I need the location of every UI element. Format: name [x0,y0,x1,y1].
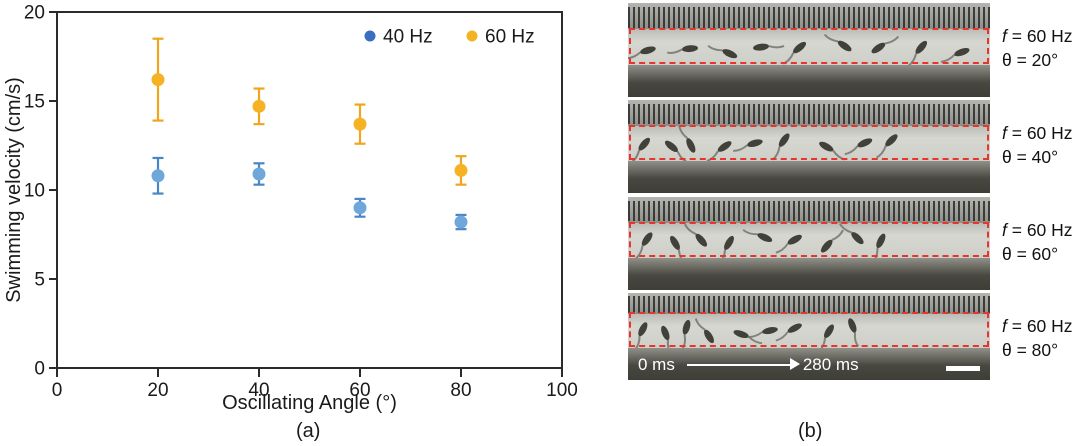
plot-frame [56,11,563,369]
x-tick-label: 60 [349,380,370,401]
legend-marker [466,30,478,42]
scale-bar [946,366,980,371]
angle-label: θ = 40° [1002,147,1059,167]
swim-channel [628,29,990,66]
tracking-region-box [629,28,989,65]
angle-label: θ = 80° [1002,340,1059,360]
ruler-scale [628,293,990,314]
y-tick-label: 15 [24,92,45,113]
snapshot-strip: 0 ms 280 ms [628,293,990,380]
panel-b-label: (b) [798,420,823,442]
robot-icon [844,138,873,156]
robot-icon [753,43,785,51]
robot-icon [876,134,898,159]
data-point [252,167,266,181]
y-tick-label: 20 [24,3,45,24]
frequency-label: f = 60 Hz [1002,220,1073,240]
legend-label: 60 Hz [485,27,535,48]
ruler-scale [628,100,990,127]
data-point [151,169,165,183]
x-tick-label: 100 [546,380,578,401]
data-point [454,163,468,177]
condition-label: f = 60 Hz θ = 60° [1002,218,1080,266]
robot-icon [820,229,844,253]
channel-wall [628,65,990,97]
ruler-scale [628,3,990,30]
data-point [252,99,266,113]
robot-icon [838,223,864,245]
angle-label: θ = 20° [1002,50,1059,70]
robot-icon [742,229,773,243]
x-tick-label: 20 [147,380,168,401]
tracking-region-box [629,125,989,161]
time-annotation: 0 ms 280 ms [638,355,859,375]
channel-wall [628,161,990,193]
data-point [353,201,367,215]
snapshot-strip [628,100,990,193]
legend-marker [364,30,376,42]
robot-icon [775,234,802,254]
robot-icon [707,45,738,59]
velocity-chart: 0 20 40 60 80 100 0 5 10 15 20 Oscillating Angle (°… [3,3,578,414]
x-tick-label: 0 [52,380,63,401]
robot-icon [681,319,691,348]
frequency-label: f = 60 Hz [1002,26,1073,46]
condition-label: f = 60 Hz θ = 40° [1002,121,1080,169]
time-end-label: 280 ms [802,355,859,374]
x-axis-title: Oscillating Angle (°) [222,392,397,414]
y-tick-label: 10 [24,181,45,202]
legend-label: 40 Hz [383,27,433,48]
condition-label: f = 60 Hz θ = 80° [1002,314,1080,362]
swim-channel [628,223,990,259]
snapshot-strip [628,197,990,290]
tracking-region-box [629,312,989,347]
robot-icon [694,318,714,343]
condition-label: f = 60 Hz θ = 20° [1002,24,1080,72]
robot-icon [667,45,698,55]
robot-icon [628,46,656,60]
robot-icon [718,235,734,259]
data-point [151,73,165,87]
data-point [454,215,468,229]
robot-icon [871,36,900,54]
snapshot-strip [628,3,990,97]
data-point [353,117,367,131]
robot-icon [630,137,651,162]
robot-icon [907,41,928,66]
channel-wall [628,258,990,290]
robot-icon [733,139,763,152]
frequency-label: f = 60 Hz [1002,316,1073,336]
y-axis-title: Swimming velocity (cm/s) [3,77,25,303]
robot-icon [747,326,778,338]
time-start-label: 0 ms [638,355,675,374]
robot-icon [775,323,802,342]
robot-icon [634,322,648,348]
robot-icon [823,34,852,52]
y-tick-label: 5 [34,270,45,291]
robot-icon [634,232,653,259]
robot-icon [670,235,686,259]
panel-a-label: (a) [296,420,321,442]
ruler-scale [628,197,990,224]
x-tick-label: 40 [248,380,269,401]
robot-icon [706,141,732,162]
tracking-region-box [629,222,989,258]
angle-label: θ = 60° [1002,244,1059,264]
time-arrow-icon [686,359,800,370]
x-tick-label: 80 [450,380,471,401]
robot-icon [684,223,708,247]
robot-icon [664,140,689,162]
frequency-label: f = 60 Hz [1002,123,1073,143]
y-tick-label: 0 [34,359,45,380]
robot-icon [661,325,673,348]
robot-icon [940,48,970,64]
